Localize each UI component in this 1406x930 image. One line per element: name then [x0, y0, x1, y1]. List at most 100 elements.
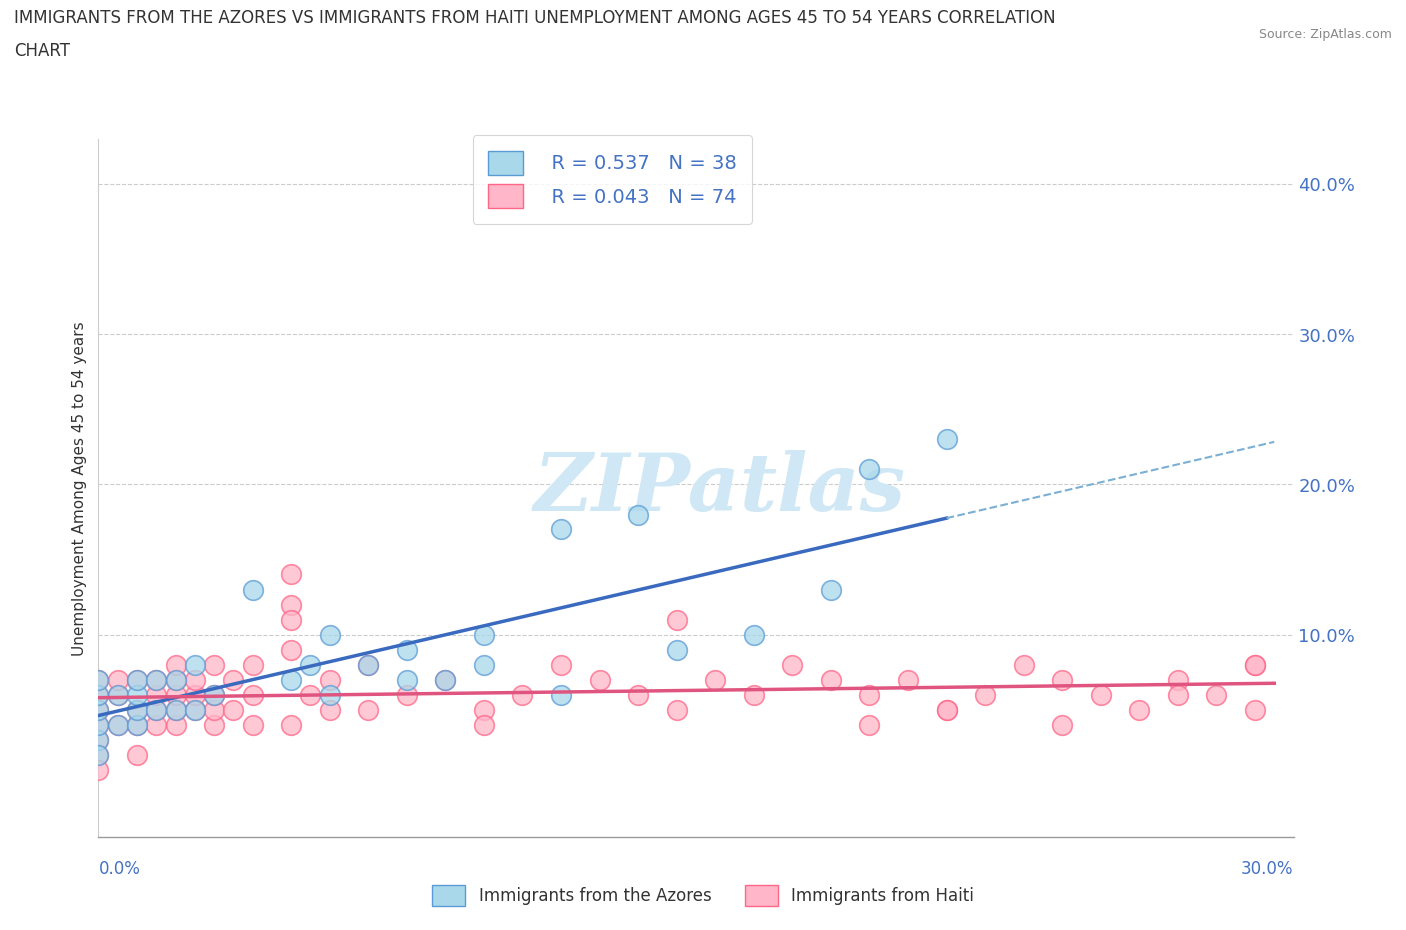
Text: CHART: CHART [14, 42, 70, 60]
Point [299, 658, 322, 672]
Point [184, 658, 207, 672]
Y-axis label: Unemployment Among Ages 45 to 54 years: Unemployment Among Ages 45 to 54 years [72, 321, 87, 656]
Point [107, 717, 129, 732]
Point [280, 717, 302, 732]
Point [627, 507, 650, 522]
Point [704, 672, 727, 687]
Point [319, 702, 342, 717]
Text: 30.0%: 30.0% [1241, 860, 1294, 878]
Point [319, 627, 342, 642]
Point [87, 672, 110, 687]
Point [1244, 658, 1267, 672]
Point [184, 687, 207, 702]
Point [550, 658, 572, 672]
Point [858, 687, 880, 702]
Point [145, 702, 167, 717]
Point [357, 658, 380, 672]
Point [1244, 658, 1267, 672]
Point [125, 717, 148, 732]
Point [974, 687, 997, 702]
Point [588, 672, 610, 687]
Point [145, 672, 167, 687]
Point [472, 717, 495, 732]
Point [742, 687, 765, 702]
Point [512, 687, 534, 702]
Point [357, 658, 380, 672]
Point [935, 702, 957, 717]
Point [1205, 687, 1227, 702]
Point [1167, 687, 1189, 702]
Point [742, 627, 765, 642]
Text: IMMIGRANTS FROM THE AZORES VS IMMIGRANTS FROM HAITI UNEMPLOYMENT AMONG AGES 45 T: IMMIGRANTS FROM THE AZORES VS IMMIGRANTS… [14, 9, 1056, 27]
Point [87, 687, 110, 702]
Point [395, 642, 418, 657]
Point [107, 717, 129, 732]
Point [87, 732, 110, 747]
Point [627, 687, 650, 702]
Point [319, 672, 342, 687]
Point [395, 687, 418, 702]
Point [87, 747, 110, 762]
Text: ZIPatlas: ZIPatlas [534, 449, 905, 527]
Point [242, 717, 264, 732]
Point [145, 702, 167, 717]
Point [472, 702, 495, 717]
Point [280, 597, 302, 612]
Point [87, 702, 110, 717]
Point [125, 702, 148, 717]
Point [87, 717, 110, 732]
Point [202, 658, 225, 672]
Point [935, 432, 957, 447]
Point [87, 717, 110, 732]
Point [472, 627, 495, 642]
Point [165, 687, 187, 702]
Point [125, 672, 148, 687]
Legend: Immigrants from the Azores, Immigrants from Haiti: Immigrants from the Azores, Immigrants f… [425, 879, 981, 912]
Point [165, 702, 187, 717]
Point [184, 672, 207, 687]
Point [858, 462, 880, 477]
Point [87, 732, 110, 747]
Point [782, 658, 804, 672]
Point [280, 672, 302, 687]
Point [125, 747, 148, 762]
Point [242, 687, 264, 702]
Point [1167, 672, 1189, 687]
Point [222, 672, 245, 687]
Legend:   R = 0.537   N = 38,   R = 0.043   N = 74: R = 0.537 N = 38, R = 0.043 N = 74 [472, 135, 752, 223]
Point [280, 612, 302, 627]
Point [184, 702, 207, 717]
Point [299, 687, 322, 702]
Point [165, 702, 187, 717]
Point [184, 702, 207, 717]
Point [202, 687, 225, 702]
Point [165, 717, 187, 732]
Point [87, 747, 110, 762]
Point [107, 687, 129, 702]
Point [897, 672, 920, 687]
Text: 0.0%: 0.0% [98, 860, 141, 878]
Point [319, 687, 342, 702]
Point [125, 672, 148, 687]
Point [1050, 717, 1073, 732]
Point [87, 762, 110, 777]
Point [165, 672, 187, 687]
Point [935, 702, 957, 717]
Point [107, 672, 129, 687]
Point [858, 717, 880, 732]
Point [665, 702, 688, 717]
Point [665, 642, 688, 657]
Point [1090, 687, 1112, 702]
Point [280, 567, 302, 582]
Point [550, 522, 572, 537]
Point [395, 672, 418, 687]
Point [242, 658, 264, 672]
Point [107, 687, 129, 702]
Point [357, 702, 380, 717]
Point [165, 658, 187, 672]
Point [1244, 702, 1267, 717]
Point [820, 582, 842, 597]
Text: Source: ZipAtlas.com: Source: ZipAtlas.com [1258, 28, 1392, 41]
Point [665, 612, 688, 627]
Point [125, 702, 148, 717]
